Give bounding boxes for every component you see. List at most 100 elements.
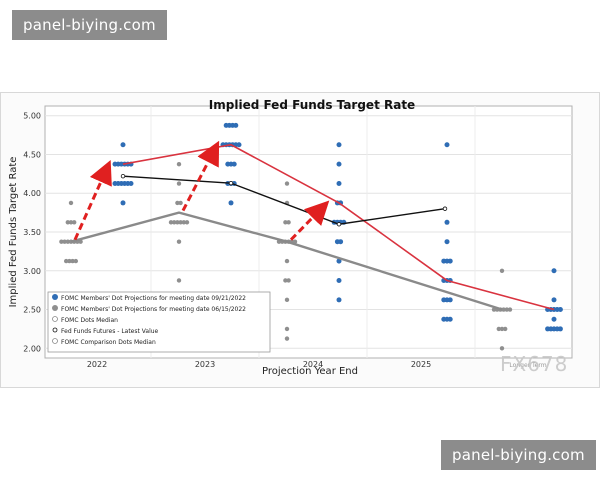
dot-jun-2022 — [68, 200, 74, 206]
futures-point — [228, 180, 234, 186]
red-arrow — [289, 200, 330, 241]
dot-sep-2022 — [444, 239, 450, 245]
dot-jun-2022 — [68, 220, 74, 225]
dot-sep-2022 — [551, 268, 557, 274]
dot-jun-2022 — [499, 326, 505, 332]
dot-jun-2022 — [172, 220, 177, 225]
legend-entry: FOMC Comparison Dots Median — [61, 339, 156, 346]
legend-marker — [52, 327, 58, 333]
dot-sep-2022 — [233, 122, 239, 128]
y-tick-label: 5.00 — [23, 112, 41, 121]
y-axis-label: Implied Fed Funds Target Rate — [8, 157, 19, 308]
dot-sep-2022 — [336, 258, 342, 264]
dots-median-line — [122, 143, 555, 311]
dot-sep-2022 — [447, 297, 453, 303]
dot-sep-2022 — [557, 326, 563, 332]
fed-funds-chart: 2.00 2.50 3.00 3.50 4.00 4.50 5.00 2022 2023 202… — [8, 98, 573, 377]
dot-jun-2022 — [168, 220, 174, 225]
x-tick-label: 2022 — [87, 360, 107, 369]
dot-jun-2022 — [501, 307, 506, 312]
dot-sep-2022 — [444, 219, 450, 225]
dot-jun-2022 — [286, 278, 291, 283]
legend-entry: Fed Funds Futures - Latest Value — [61, 328, 159, 335]
y-tick-label: 4.50 — [23, 150, 41, 159]
futures-point — [442, 206, 448, 211]
dot-sep-2022 — [551, 297, 557, 303]
dot-sep-2022 — [336, 142, 342, 148]
dot-jun-2022 — [176, 161, 182, 167]
dot-jun-2022 — [67, 258, 72, 264]
x-tick-label: Longer Term — [509, 362, 546, 369]
dot-jun-2022 — [284, 326, 290, 332]
dot-jun-2022 — [70, 258, 75, 264]
y-tick-label: 2.00 — [23, 344, 41, 353]
legend-entry: FOMC Members' Dot Projections for meetin… — [61, 306, 246, 313]
dot-sep-2022 — [338, 239, 344, 245]
watermark-top: panel-biying.com — [12, 10, 167, 40]
dot-jun-2022 — [184, 220, 190, 225]
dot-jun-2022 — [176, 278, 182, 283]
dot-jun-2022 — [176, 181, 182, 186]
dot-sep-2022 — [447, 316, 453, 322]
x-tick-label: 2024 — [303, 360, 323, 369]
futures-point — [336, 222, 342, 227]
legend-entry: FOMC Dots Median — [61, 317, 118, 324]
dot-sep-2022 — [447, 258, 453, 264]
dot-jun-2022 — [73, 258, 79, 264]
dot-jun-2022 — [176, 239, 182, 244]
watermark-bottom: panel-biying.com — [441, 440, 596, 470]
dot-jun-2022 — [63, 258, 69, 264]
red-arrow — [73, 159, 112, 241]
dot-sep-2022 — [336, 297, 342, 303]
dot-jun-2022 — [284, 336, 290, 341]
dot-jun-2022 — [283, 278, 288, 283]
dot-sep-2022 — [336, 277, 342, 283]
chart-title: Implied Fed Funds Target Rate — [209, 98, 415, 112]
dot-jun-2022 — [496, 326, 501, 332]
dot-sep-2022 — [336, 161, 342, 167]
red-arrow — [181, 140, 220, 212]
dot-jun-2022 — [72, 220, 77, 225]
dot-sep-2022 — [444, 142, 450, 148]
legend-marker — [52, 338, 58, 344]
dot-jun-2022 — [175, 200, 180, 206]
dot-sep-2022 — [231, 161, 237, 167]
legend-marker — [52, 305, 58, 311]
legend-marker — [52, 294, 58, 300]
y-tick-label: 3.00 — [23, 267, 41, 276]
dot-sep-2022 — [128, 181, 134, 187]
y-tick-label: 2.50 — [23, 306, 41, 315]
x-tick-label: 2025 — [411, 360, 431, 369]
y-tick-label: 4.00 — [23, 189, 41, 198]
dot-jun-2022 — [62, 239, 67, 244]
dot-jun-2022 — [499, 268, 505, 273]
dot-jun-2022 — [178, 220, 183, 225]
legend-entry: FOMC Members' Dot Projections for meetin… — [61, 295, 246, 302]
dot-jun-2022 — [507, 307, 513, 312]
dot-jun-2022 — [65, 220, 71, 225]
dot-sep-2022 — [551, 316, 557, 322]
dot-sep-2022 — [228, 200, 234, 206]
dot-jun-2022 — [59, 239, 64, 244]
dot-jun-2022 — [284, 181, 290, 186]
dot-sep-2022 — [236, 142, 242, 148]
futures-point — [120, 173, 126, 179]
dot-jun-2022 — [175, 220, 180, 225]
y-tick-label: 3.50 — [23, 228, 41, 237]
legend: FOMC Members' Dot Projections for meetin… — [47, 291, 271, 353]
dot-sep-2022 — [120, 200, 126, 206]
dot-sep-2022 — [336, 181, 342, 187]
fx678-logo: FX678 — [500, 352, 569, 376]
dot-sep-2022 — [120, 142, 126, 148]
dot-sep-2022 — [557, 307, 563, 313]
dot-jun-2022 — [284, 258, 290, 264]
dot-jun-2022 — [286, 220, 291, 225]
dot-jun-2022 — [181, 220, 186, 225]
dot-jun-2022 — [283, 220, 288, 225]
dot-jun-2022 — [503, 326, 508, 332]
comparison-median-line — [70, 211, 503, 311]
dot-jun-2022 — [65, 239, 71, 244]
dot-jun-2022 — [284, 297, 290, 303]
x-axis-label: Projection Year End — [262, 366, 358, 377]
futures-line — [122, 175, 446, 225]
